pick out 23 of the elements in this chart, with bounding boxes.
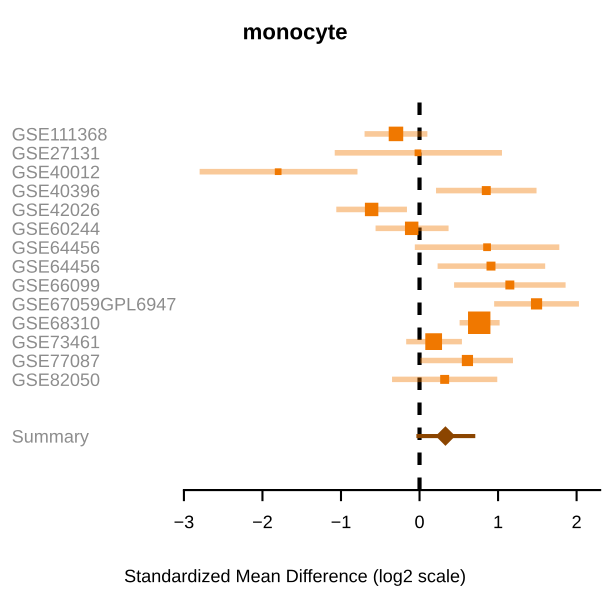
x-tick-label: −2 <box>253 516 272 528</box>
y-tick-label: GSE77087 <box>12 354 100 368</box>
y-tick-label: GSE40396 <box>12 184 100 198</box>
y-tick-label: GSE68310 <box>12 316 100 330</box>
y-tick-label: GSE82050 <box>12 373 100 386</box>
y-tick-label: GSE64456 <box>12 260 100 273</box>
y-tick-label: Summary <box>12 430 89 446</box>
y-tick-label: GSE73461 <box>12 336 100 348</box>
chart-title: monocyte <box>244 24 347 44</box>
y-tick-label: GSE27131 <box>12 146 100 160</box>
x-axis-title: Standardized Mean Difference (log2 scale) <box>124 569 465 586</box>
x-tick-label: −1 <box>332 516 350 528</box>
y-tick-label: GSE111368 <box>12 128 107 141</box>
y-tick-label: GSE40012 <box>12 166 100 178</box>
y-tick-label: GSE67059GPL6947 <box>12 298 176 311</box>
x-tick-label: −3 <box>174 516 194 528</box>
x-tick-label: 2 <box>572 516 581 528</box>
x-tick-label: 0 <box>415 516 424 528</box>
y-tick-label: GSE42026 <box>12 203 100 216</box>
y-tick-label: GSE60244 <box>12 222 100 236</box>
x-tick-label: 1 <box>494 516 502 528</box>
y-tick-label: GSE66099 <box>12 278 100 292</box>
y-tick-label: GSE64456 <box>12 241 100 254</box>
